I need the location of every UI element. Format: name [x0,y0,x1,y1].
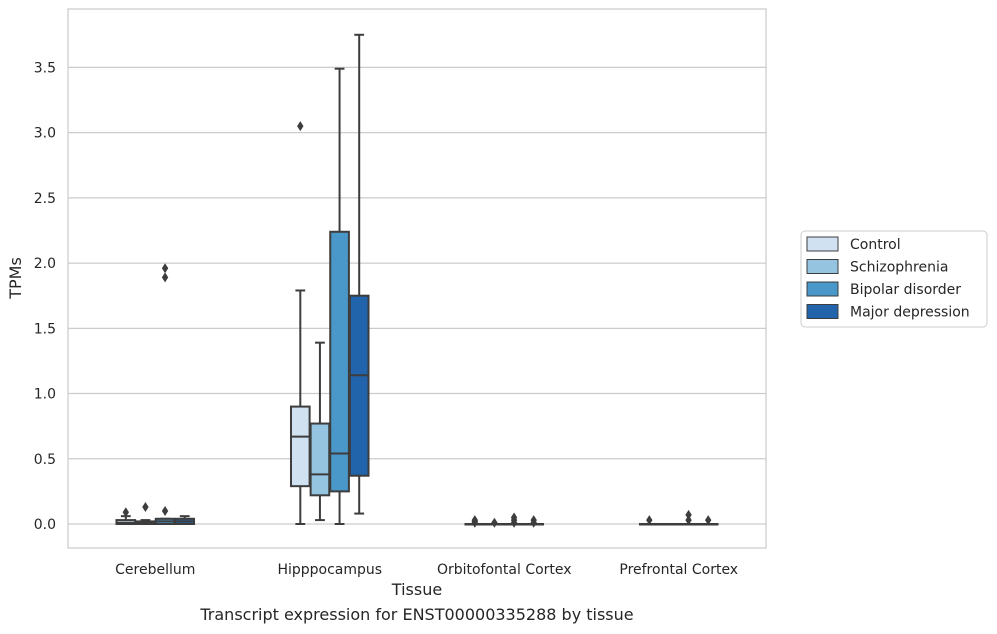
x-tick-label: Orbitofontal Cortex [437,562,572,578]
box [638,515,660,526]
series-bipolar-disorder [154,67,699,528]
box [115,507,137,526]
box [678,509,699,526]
y-tick-labels: 0.0 0.5 1.0 1.5 2.0 2.5 3.0 3.5 [34,60,56,533]
box-body [289,405,311,488]
box [658,523,680,526]
y-tick-label: 2.5 [34,191,56,207]
y-tick-label: 3.5 [34,60,56,76]
legend: Control Schizophrenia Bipolar disorder Majo… [800,230,988,328]
outlier-point [646,515,653,526]
y-tick-label: 1.0 [34,387,56,403]
box [464,515,486,528]
legend-swatch [806,236,839,252]
outlier-point [161,263,169,274]
box [503,512,525,528]
box [484,517,505,528]
box [174,515,196,526]
gridlines [68,66,766,525]
outlier-point [142,502,149,513]
chart-caption: Transcript expression for ENST0000033528… [200,605,634,624]
plot-frame [67,8,767,549]
legend-swatch [806,259,839,274]
legend-swatch [806,281,839,297]
box [154,263,176,526]
outlier-point [122,507,130,518]
legend-label: Bipolar disorder [850,282,961,298]
y-tick-label: 3.0 [34,126,56,142]
box-body [348,294,370,477]
outlier-point [530,515,537,526]
outlier-point [685,509,692,520]
box-series-group [115,33,719,528]
y-tick-label: 2.0 [34,256,56,272]
outlier-point [704,515,712,526]
y-tick-label: 0.0 [34,517,56,533]
outlier-point [491,517,498,528]
series-schizophrenia [135,341,680,528]
outlier-point [510,512,518,523]
box [329,67,350,525]
box-body [329,230,350,493]
box [348,33,370,515]
x-axis-label: Tissue [391,580,442,599]
outlier-point [297,121,304,132]
x-tick-label: Hipppocampus [277,562,382,578]
legend-swatch [806,304,839,319]
box [523,515,545,528]
legend-frame [800,230,988,328]
outlier-point [161,272,169,283]
outlier-point [471,515,479,526]
y-tick-label: 1.5 [34,321,56,337]
y-axis-label: TPMs [6,257,25,300]
legend-label: Control [850,237,901,253]
box [289,121,311,525]
box [697,515,719,526]
legend-label: Major depression [850,305,970,321]
box-body [309,422,331,497]
x-tick-labels: Cerebellum Hipppocampus Orbitofontal Corte… [115,562,738,578]
outlier-point [161,505,169,516]
series-major-depression [174,33,719,528]
series-control [115,121,660,528]
x-tick-label: Prefrontal Cortex [619,562,738,578]
y-tick-label: 0.5 [34,452,56,468]
box [135,502,156,526]
outlier-point [685,515,692,526]
legend-label: Schizophrenia [850,260,948,276]
x-tick-label: Cerebellum [115,562,195,578]
box [309,341,331,522]
